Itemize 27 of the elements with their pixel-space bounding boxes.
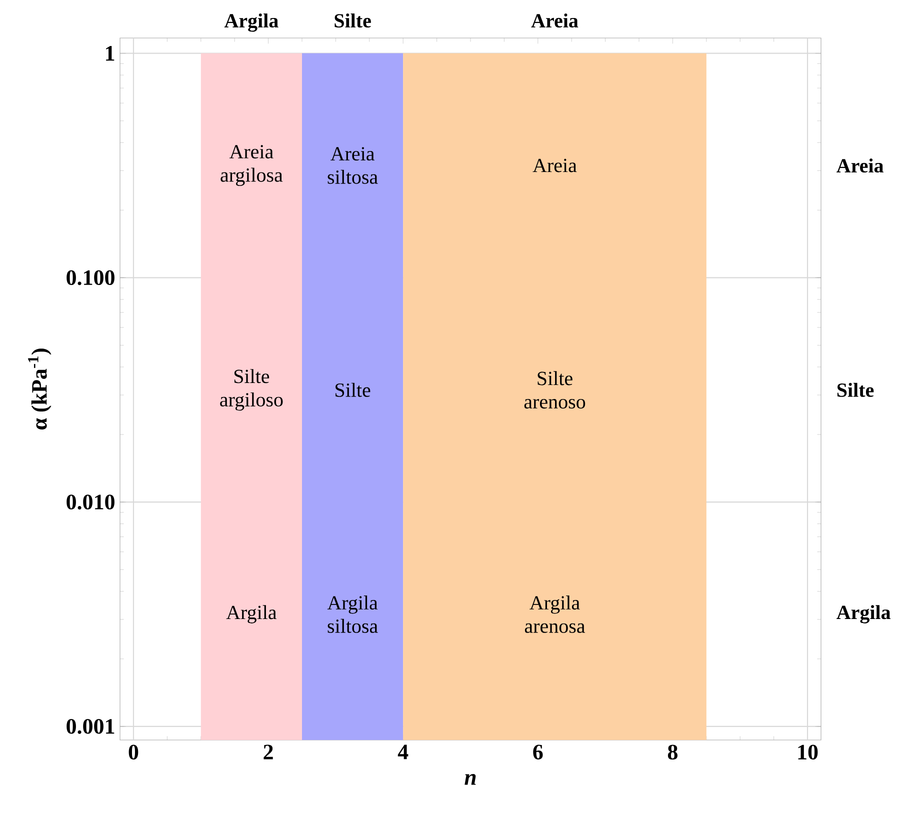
y-tick-label: 0.010 [66, 494, 114, 510]
annotation: Silte [336, 382, 370, 397]
annotation: Argila arenosa [524, 596, 586, 633]
annotation: Silte argiloso [220, 369, 283, 411]
x-tick-label: 4 [398, 744, 408, 760]
x-tick-label: 10 [798, 744, 818, 760]
x-tick-label: 6 [533, 744, 543, 760]
y-tick-label: 0.001 [66, 718, 114, 734]
y-tick-label: 1 [106, 46, 114, 61]
x-tick-label: 8 [668, 744, 678, 760]
annotation: Argila siltosa [327, 596, 378, 633]
x-tick-label: 0 [128, 744, 138, 760]
series-label: Silte [334, 13, 371, 28]
annotation: Areia argilosa [220, 145, 283, 186]
x-axis-title: n [464, 774, 476, 785]
text: Argila [836, 605, 891, 624]
annotation: Argila [226, 605, 277, 624]
series-label: Areia [531, 13, 578, 28]
series-label: Argila [224, 13, 278, 32]
annotation: Areia [532, 158, 577, 172]
annotation: Silte arenoso [524, 371, 586, 409]
y-axis-title: α (kPa$^{-1}$) [28, 348, 52, 430]
x-tick-label: 2 [264, 744, 273, 760]
text: Silte [837, 382, 874, 397]
annotation: Areia siltosa [328, 147, 378, 184]
text: Areia [836, 158, 884, 173]
y-tick-label: 0.100 [66, 270, 114, 286]
